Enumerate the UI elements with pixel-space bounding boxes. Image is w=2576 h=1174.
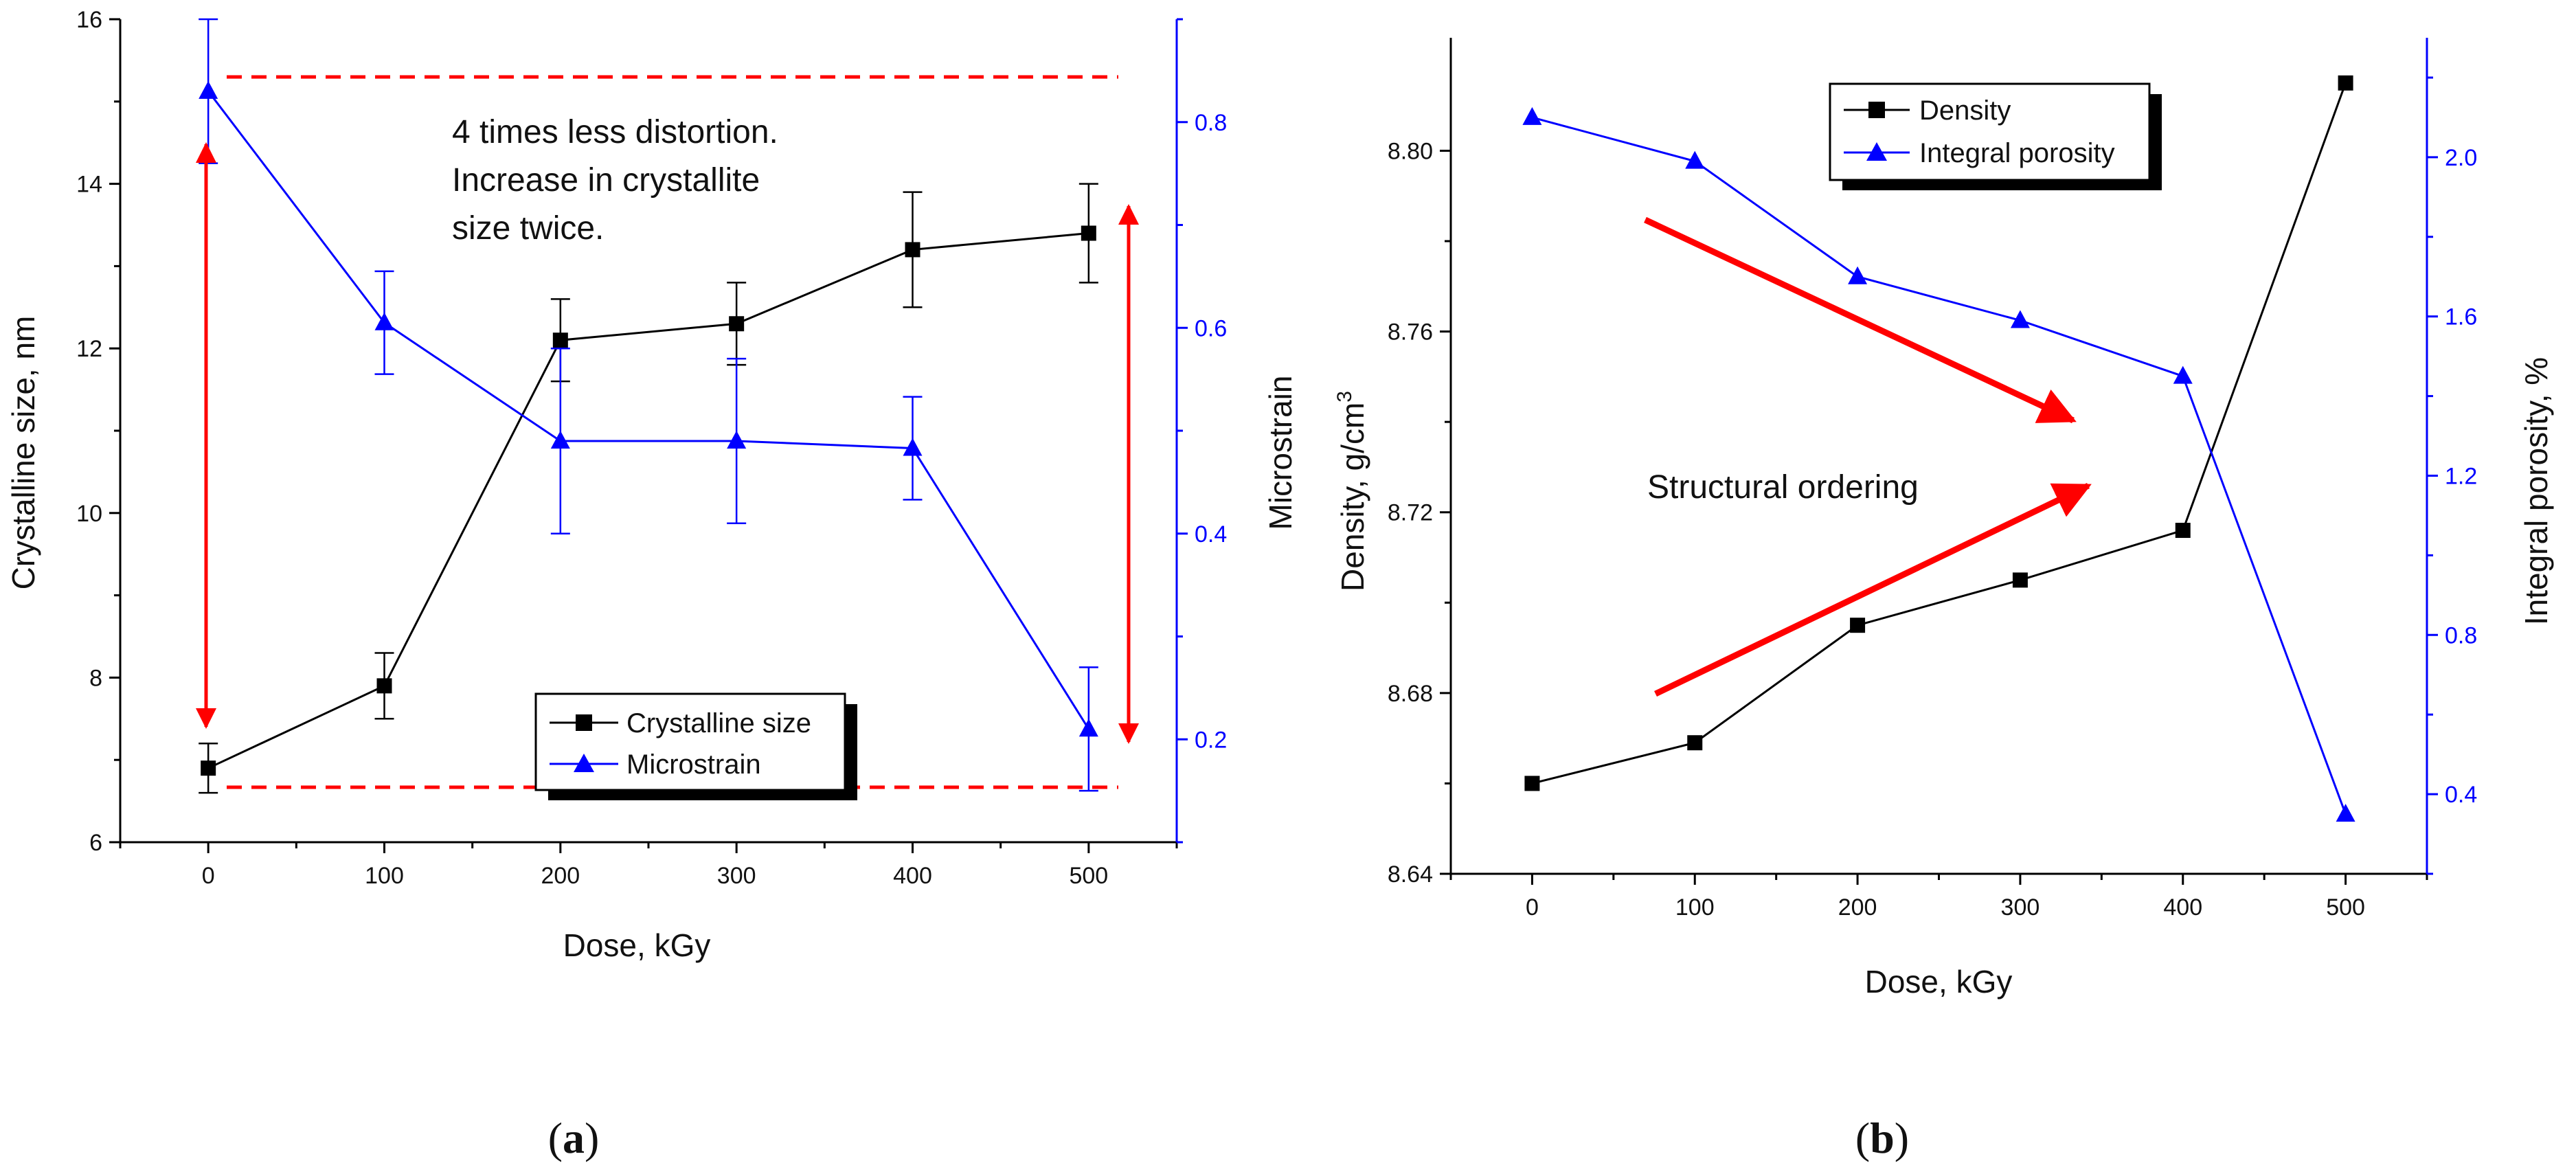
a-panel-label: (a) — [548, 1114, 600, 1162]
a-legend-label-microstrain: Microstrain — [626, 749, 761, 780]
b-y2-tick-label: 0.4 — [2445, 782, 2477, 808]
b-data-point-square — [2338, 75, 2353, 91]
b-data-point-square — [2012, 572, 2028, 588]
b-legend-label-density: Density — [1919, 95, 2011, 126]
a-y2-tick-label: 0.8 — [1195, 110, 1227, 136]
a-x-tick-label: 300 — [717, 863, 756, 889]
a-data-point-square — [376, 678, 392, 694]
a-data-point-square — [1081, 225, 1096, 241]
b-legend-label-porosity: Integral porosity — [1919, 138, 2115, 168]
b-x-tick-label: 100 — [1675, 894, 1715, 921]
a-legend: Crystalline size Microstrain — [534, 692, 857, 800]
a-y-axis-label: Crystalline size, nm — [5, 316, 41, 590]
b-axes-layer: 0 100 200 300 400 500 8.64 8.68 8.72 8.76 8.80 0.4 0… — [1388, 38, 2477, 921]
a-series-line-1 — [207, 90, 1090, 730]
b-x-tick-label: 200 — [1838, 894, 1877, 921]
b-y-tick-label: 8.80 — [1388, 138, 1433, 164]
a-legend-square-marker — [576, 714, 592, 731]
b-y-tick-label: 8.76 — [1388, 319, 1433, 346]
a-data-point-triangle — [903, 438, 923, 456]
b-y-axis-label: Density, g/cm3 — [1333, 391, 1370, 591]
b-x-tick-label: 400 — [2163, 894, 2202, 921]
b-data-point-square — [1687, 735, 1703, 751]
b-data-point-square — [1850, 618, 1866, 633]
a-data-point-triangle — [374, 312, 394, 330]
b-y2-tick-label: 0.8 — [2445, 622, 2477, 648]
a-annotation-line-2: Increase in crystallite — [452, 162, 760, 199]
b-legend-square-marker — [1868, 102, 1885, 118]
a-legend-label-crystalline: Crystalline size — [626, 708, 811, 738]
b-y2-tick-label: 2.0 — [2445, 145, 2477, 171]
a-y-tick-label: 10 — [76, 501, 102, 527]
b-y2-tick-label: 1.2 — [2445, 463, 2477, 489]
b-series-layer — [1522, 75, 2355, 822]
a-x-tick-label: 400 — [893, 863, 932, 889]
b-down-arrow — [1644, 216, 2077, 424]
chart-panel-b: 0 100 200 300 400 500 8.64 8.68 8.72 8.76 8.80 0.4 0… — [1333, 38, 2554, 1162]
b-series-line-0 — [1532, 82, 2347, 784]
a-data-point-square — [201, 760, 216, 776]
a-y-tick-label: 8 — [89, 665, 102, 691]
b-data-point-square — [2175, 523, 2191, 539]
a-y2-tick-label: 0.4 — [1195, 521, 1227, 548]
a-data-point-triangle — [199, 80, 218, 99]
b-y-tick-label: 8.64 — [1388, 861, 1433, 888]
a-data-point-triangle — [727, 430, 747, 449]
b-legend-triangle-marker — [1866, 142, 1887, 161]
b-data-point-triangle — [1848, 266, 1868, 284]
a-y2-tick-label: 0.6 — [1195, 315, 1227, 341]
b-x-tick-label: 0 — [1526, 894, 1539, 921]
chart-panel-a: 0 100 200 300 400 500 6 8 10 12 14 16 0.2 0.4 0.6 0.8 4… — [5, 7, 1298, 1162]
a-x-tick-label: 100 — [365, 863, 404, 889]
b-annotation: Structural ordering — [1647, 469, 1919, 506]
b-data-point-square — [1524, 776, 1540, 791]
a-annotation-line-3: size twice. — [452, 210, 604, 247]
a-data-point-square — [905, 242, 920, 258]
b-y2-tick-label: 1.6 — [2445, 304, 2477, 330]
a-series-layer — [199, 18, 1098, 794]
a-legend-triangle-marker — [574, 754, 594, 772]
a-data-point-triangle — [550, 430, 570, 449]
a-y2-tick-label: 0.2 — [1195, 727, 1227, 753]
a-data-point-triangle — [1078, 719, 1098, 737]
a-y-tick-label: 6 — [89, 830, 102, 856]
b-data-point-triangle — [2010, 310, 2030, 328]
b-y-tick-label: 8.72 — [1388, 500, 1433, 526]
a-data-point-square — [729, 316, 745, 332]
b-y2-axis-label: Integral porosity, % — [2518, 357, 2554, 625]
a-series-line-0 — [207, 232, 1089, 769]
b-x-axis-label: Dose, kGy — [1865, 964, 2013, 1000]
a-y2-axis-label: Microstrain — [1263, 376, 1298, 530]
b-series-line-1 — [1532, 116, 2347, 815]
b-legend: Density Integral porosity — [1829, 82, 2162, 190]
b-data-point-triangle — [1685, 150, 1705, 169]
a-axes-layer: 0 100 200 300 400 500 6 8 10 12 14 16 0.2 0.4 0.6 0.8 — [76, 7, 1227, 889]
a-y-tick-label: 14 — [76, 172, 102, 198]
a-x-tick-label: 0 — [202, 863, 215, 889]
a-annotation-line-1: 4 times less distortion. — [452, 114, 778, 150]
a-y-tick-label: 16 — [76, 7, 102, 33]
b-data-point-triangle — [1522, 106, 1542, 125]
b-panel-label: (b) — [1855, 1114, 1909, 1162]
a-x-axis-label: Dose, kGy — [563, 927, 711, 963]
a-y-tick-label: 12 — [76, 336, 102, 362]
a-data-point-square — [552, 332, 568, 348]
b-x-tick-label: 300 — [2001, 894, 2040, 921]
b-data-point-triangle — [2336, 804, 2355, 822]
a-x-tick-label: 200 — [541, 863, 580, 889]
b-x-tick-label: 500 — [2326, 894, 2365, 921]
a-x-tick-label: 500 — [1069, 863, 1108, 889]
b-y-tick-label: 8.68 — [1388, 681, 1433, 707]
b-data-point-triangle — [2173, 365, 2193, 384]
b-up-arrow — [1654, 482, 2092, 697]
